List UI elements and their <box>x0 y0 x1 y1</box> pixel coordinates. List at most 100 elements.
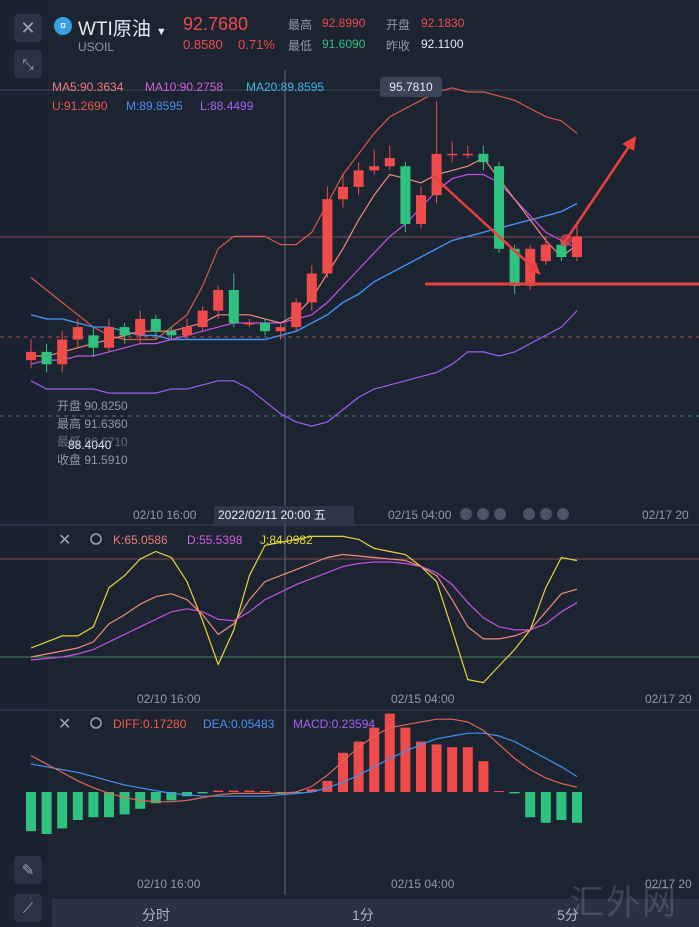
close-icon[interactable]: ✕ <box>14 14 42 42</box>
macd-histogram-bar <box>306 789 317 792</box>
more-dots-icon[interactable] <box>460 508 569 520</box>
candle-body <box>338 186 348 200</box>
last-price: 92.7680 <box>183 14 249 34</box>
crosshair-date: 2022/02/11 20:00 五 <box>218 508 326 522</box>
macd-histogram-bar <box>182 792 192 797</box>
candle-body <box>353 170 364 187</box>
macd-x-label-3: 02/17 20 <box>645 877 692 891</box>
price-change-pct: 0.71% <box>238 37 275 52</box>
candle-body <box>150 318 161 332</box>
open-label: 开盘 <box>386 18 411 32</box>
candle-body <box>88 335 99 348</box>
kdj-d-legend: D:55.5398 <box>187 533 243 547</box>
macd-histogram-bar <box>166 792 177 801</box>
macd-histogram-bar <box>447 747 458 792</box>
candle-body <box>416 195 426 224</box>
kdj-settings-icon[interactable] <box>90 533 102 545</box>
prev-close-value: 92.1100 <box>421 37 464 51</box>
candle-body <box>72 327 83 340</box>
timeframe-1m[interactable]: 1分 <box>352 907 374 923</box>
timeframe-5m[interactable]: 5分 <box>557 907 579 923</box>
kdj-x-label-1: 02/10 16:00 <box>137 692 201 706</box>
boll-l-legend: L:88.4499 <box>200 99 254 113</box>
candle-body <box>275 327 286 332</box>
candle-body <box>26 351 36 361</box>
collapse-icon[interactable]: ⤡ <box>14 50 42 78</box>
low-label: 最低 <box>288 39 313 53</box>
macd-histogram-bar <box>400 727 411 792</box>
candle-body <box>525 248 536 286</box>
macd-histogram-bar <box>88 792 99 818</box>
macd-close-icon[interactable]: ✕ <box>58 716 71 733</box>
macd-diff-legend: DIFF:0.17280 <box>113 717 187 731</box>
high-value: 92.8990 <box>322 16 366 30</box>
open-value: 92.1830 <box>421 16 465 30</box>
up-arrow-head-icon <box>622 136 636 151</box>
macd-histogram-bar <box>72 792 83 820</box>
macd-diff-line <box>30 718 578 803</box>
symbol-name[interactable]: WTI原油 ▼ <box>78 19 167 40</box>
macd-histogram-bar <box>540 792 551 823</box>
up-trend-arrow-line <box>560 141 634 247</box>
candle-body <box>462 153 473 156</box>
candle-body <box>197 310 208 328</box>
macd-histogram-bar <box>213 790 224 792</box>
candle-body <box>244 323 255 325</box>
kdj-j-legend: J:84.0982 <box>260 533 313 547</box>
pen-icon[interactable]: ✎ <box>14 856 42 884</box>
low-value: 91.6090 <box>322 37 366 51</box>
low-price-label: 88.4040 <box>68 438 112 452</box>
macd-histogram-bar <box>416 741 426 792</box>
macd-x-label-1: 02/10 16:00 <box>137 877 201 891</box>
kdj-d-line <box>30 561 578 661</box>
candle-body <box>447 153 458 156</box>
main-x-label-1: 02/10 16:00 <box>133 508 197 522</box>
ma10-legend: MA10:90.2758 <box>145 80 223 94</box>
watermark: 汇外网 <box>570 883 678 923</box>
info-low: 最低 90.6710 <box>57 435 128 449</box>
macd-series-group <box>26 713 582 834</box>
candle-body <box>322 199 333 274</box>
candle-body <box>57 339 68 365</box>
candle-body <box>291 302 302 328</box>
macd-histogram-bar <box>572 792 582 823</box>
macd-histogram-bar <box>26 792 36 832</box>
down-trend-arrow-line <box>431 174 541 275</box>
candle-body <box>260 323 270 332</box>
candle-body <box>572 236 582 257</box>
macd-histogram-bar <box>353 741 364 792</box>
macd-histogram-bar <box>41 792 52 834</box>
candle-body <box>182 327 192 336</box>
macd-histogram-bar <box>369 727 380 792</box>
macd-histogram-bar <box>104 792 114 818</box>
macd-histogram-bar <box>556 792 567 820</box>
macd-dea-line <box>30 732 578 797</box>
macd-x-label-2: 02/15 04:00 <box>391 877 455 891</box>
kdj-close-icon[interactable]: ✕ <box>58 532 71 549</box>
line-tool-icon[interactable]: ⟋ <box>14 894 42 922</box>
macd-histogram-bar <box>119 792 130 815</box>
boll-upper-line <box>30 87 578 341</box>
chevron-down-icon[interactable]: ▼ <box>155 26 167 38</box>
kdj-x-label-3: 02/17 20 <box>645 692 692 706</box>
macd-histogram-bar <box>509 792 520 794</box>
macd-histogram-bar <box>57 792 68 829</box>
candle-body <box>556 244 567 257</box>
timeframe-bar: 分时 1分 5分 <box>52 899 699 927</box>
peak-price-label: 95.7810 <box>389 80 433 94</box>
candle-body <box>431 153 442 196</box>
macd-histogram-bar <box>525 792 536 818</box>
info-open: 开盘 90.8250 <box>57 398 128 413</box>
candle-body <box>400 166 411 224</box>
candle-body <box>478 153 489 163</box>
macd-histogram-bar <box>228 790 239 792</box>
macd-histogram-bar <box>275 792 286 794</box>
candle-body <box>135 318 146 336</box>
kdj-k-legend: K:65.0586 <box>113 533 168 547</box>
macd-value-legend: MACD:0.23594 <box>293 717 375 731</box>
symbol-badge-icon: ¤ <box>54 17 72 35</box>
timeframe-tick[interactable]: 分时 <box>142 907 170 923</box>
macd-settings-icon[interactable] <box>90 717 102 729</box>
macd-histogram-bar <box>494 791 504 792</box>
